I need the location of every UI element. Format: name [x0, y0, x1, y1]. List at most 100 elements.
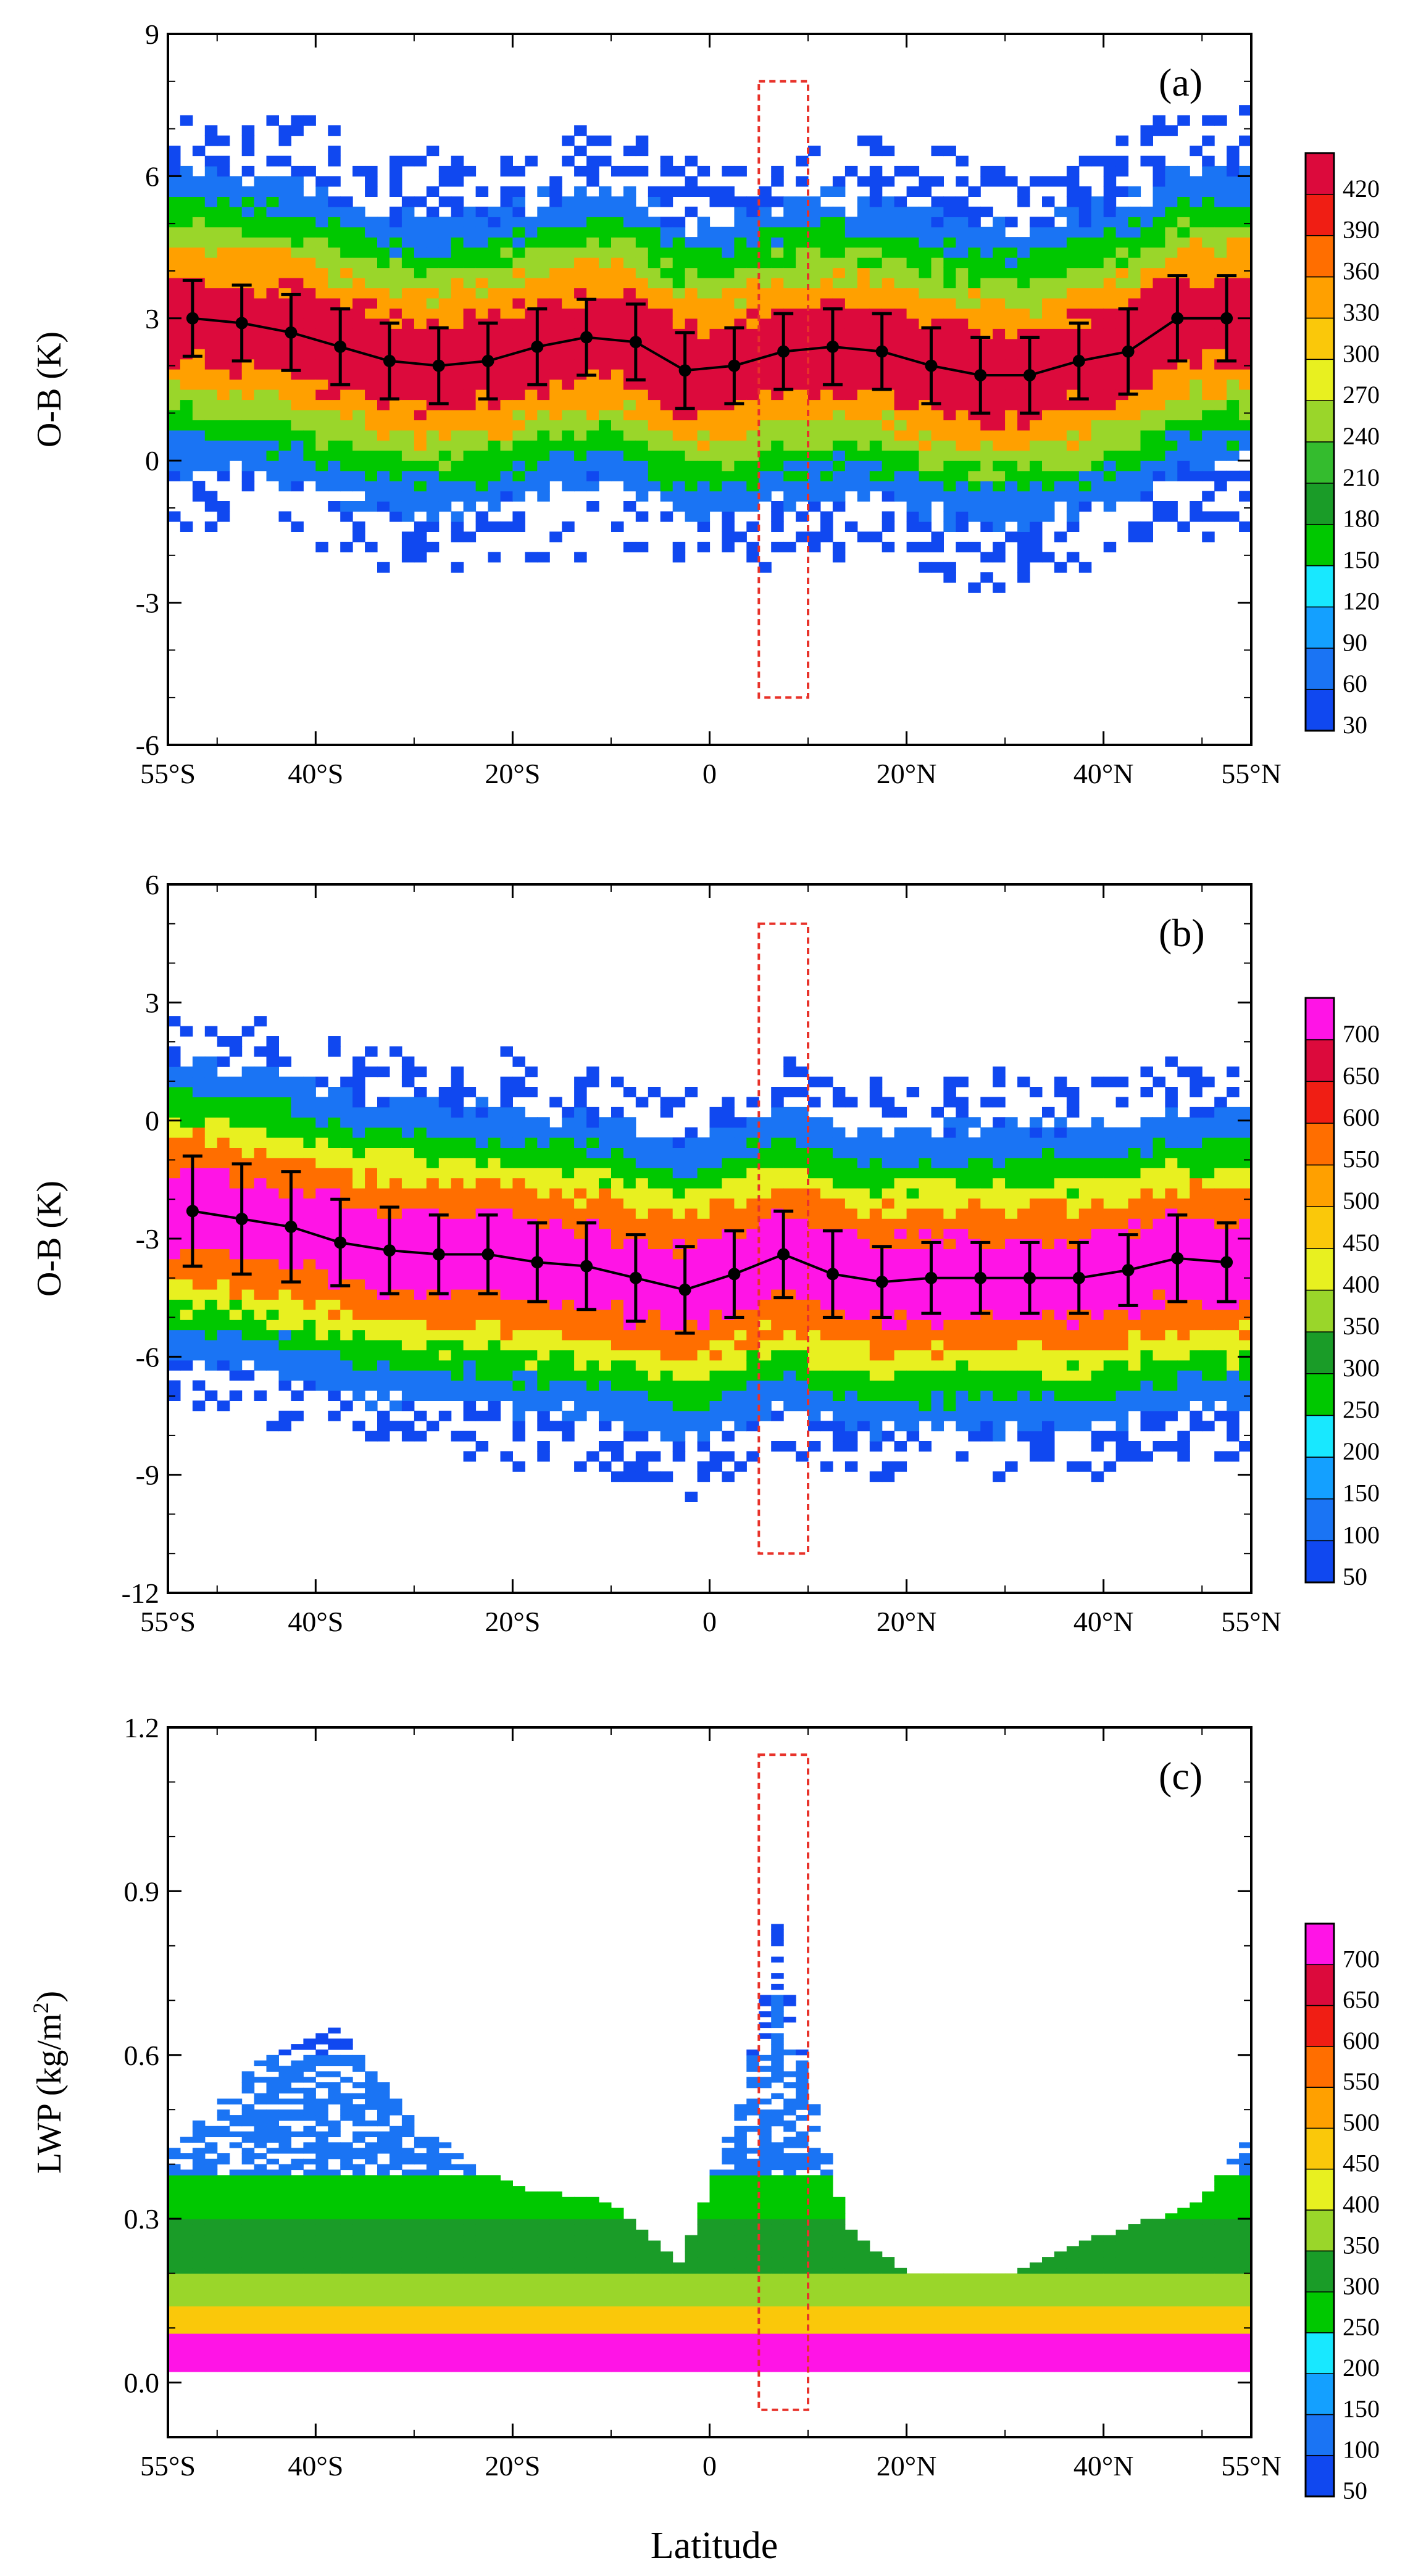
heatmap-cell [291, 1350, 304, 1361]
heatmap-cell [463, 1309, 477, 1320]
heatmap-cell [993, 450, 1006, 461]
heatmap-cell [919, 257, 932, 268]
heatmap-cell [168, 359, 181, 370]
heatmap-cell [340, 1309, 353, 1320]
heatmap-cell [1202, 156, 1215, 167]
heatmap-cell [709, 1350, 722, 1361]
heatmap-cell [1140, 420, 1153, 431]
heatmap-cell [303, 1097, 316, 1108]
heatmap-cell [488, 1178, 501, 1189]
heatmap-cell [426, 389, 440, 401]
heatmap-cell [857, 278, 870, 289]
heatmap-cell [438, 470, 452, 481]
heatmap-cell [390, 501, 402, 512]
heatmap-cell [475, 257, 489, 268]
heatmap-cell [796, 1269, 809, 1280]
heatmap-cell [377, 1228, 390, 1239]
heatmap-cell [365, 491, 378, 502]
heatmap-cell [820, 1390, 833, 1401]
heatmap-cell [1042, 338, 1055, 349]
heatmap-cell [697, 430, 711, 441]
heatmap-cell [709, 1178, 722, 1189]
heatmap-cell [1227, 430, 1240, 441]
heatmap-cell [586, 1451, 599, 1462]
heatmap-cell [254, 1360, 267, 1371]
heatmap-cell [365, 359, 378, 370]
heatmap-cell [365, 186, 378, 197]
heatmap-cell [1054, 460, 1067, 472]
heatmap-cell [537, 389, 550, 401]
heatmap-cell [1030, 552, 1043, 563]
heatmap-cell [278, 1370, 291, 1381]
heatmap-cell [204, 369, 218, 380]
heatmap-cell [1115, 440, 1129, 451]
heatmap-cell [229, 1117, 243, 1128]
heatmap-cell [438, 1269, 452, 1280]
heatmap-cell [697, 165, 711, 177]
heatmap-cell [808, 531, 821, 542]
heatmap-cell [956, 379, 969, 390]
heatmap-cell [1227, 196, 1240, 207]
heatmap-cell [1066, 511, 1080, 522]
heatmap-cell [180, 359, 193, 370]
heatmap-cell [266, 389, 279, 401]
heatmap-cell [844, 328, 858, 339]
heatmap-cell [611, 1410, 624, 1421]
heatmap-cell [574, 1239, 587, 1249]
heatmap-cell [734, 1360, 747, 1371]
heatmap-cell [1140, 430, 1153, 441]
heatmap-cell [685, 481, 698, 492]
heatmap-cell [500, 1289, 513, 1300]
heatmap-cell [808, 1127, 821, 1138]
heatmap-cell [709, 409, 722, 420]
heatmap-cell [820, 440, 833, 451]
heatmap-cell [1128, 481, 1141, 492]
heatmap-cell [1042, 318, 1055, 329]
heatmap-cell [204, 308, 218, 319]
heatmap-cell [340, 389, 353, 401]
heatmap-cell [537, 1137, 550, 1148]
heatmap-cell [906, 349, 920, 360]
heatmap-cell [1227, 399, 1240, 410]
heatmap-cell [1054, 318, 1067, 329]
heatmap-cell [796, 511, 809, 522]
heatmap-cell [377, 1208, 390, 1219]
heatmap-cell [352, 1188, 365, 1199]
heatmap-cell [1042, 217, 1055, 228]
heatmap-cell [832, 1239, 846, 1249]
heatmap-cell [328, 318, 341, 329]
heatmap-cell [217, 196, 230, 207]
heatmap-cell [1005, 501, 1018, 512]
heatmap-cell [820, 1319, 833, 1331]
heatmap-cell [451, 531, 464, 542]
heatmap-cell [365, 1360, 378, 1371]
heatmap-cell [1078, 481, 1092, 492]
heatmap-cell [844, 237, 858, 248]
heatmap-cell [586, 420, 599, 431]
heatmap-cell [648, 1137, 661, 1148]
heatmap-cell [1103, 176, 1117, 187]
heatmap-cell [1066, 440, 1080, 451]
heatmap-cell [500, 399, 513, 410]
heatmap-cell [562, 308, 575, 319]
heatmap-cell [414, 1431, 427, 1442]
heatmap-cell [1030, 359, 1043, 370]
heatmap-cell [204, 1026, 218, 1037]
heatmap-cell [956, 318, 969, 329]
heatmap-cell [562, 226, 575, 238]
heatmap-cell [390, 1117, 402, 1128]
heatmap-cell [832, 501, 846, 512]
heatmap-cell [882, 288, 895, 299]
heatmap-cell [1239, 278, 1252, 289]
heatmap-cell [697, 1258, 711, 1269]
heatmap-cell [303, 420, 316, 431]
heatmap-cell [943, 206, 956, 217]
y-tick-label: -3 [136, 588, 159, 619]
heatmap-cell [808, 328, 821, 339]
heatmap-cell [1091, 247, 1104, 258]
heatmap-cell [660, 430, 673, 441]
heatmap-cell [1054, 481, 1067, 492]
heatmap-cell [291, 237, 304, 248]
heatmap-cell [488, 1198, 501, 1209]
heatmap-cell [906, 521, 920, 532]
